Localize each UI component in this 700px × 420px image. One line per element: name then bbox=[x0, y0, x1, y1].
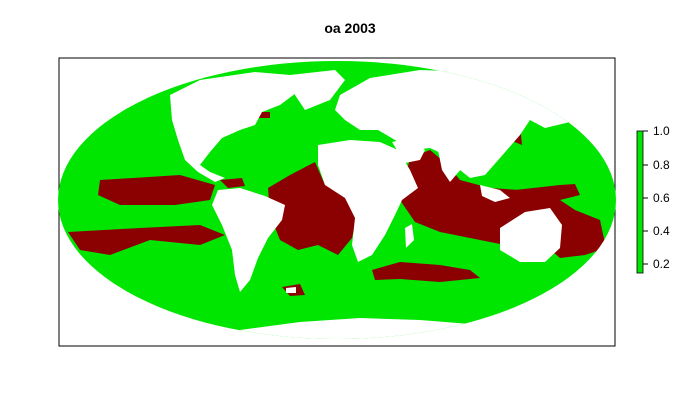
north-atlantic-region bbox=[220, 178, 245, 188]
southeast-asia-islands bbox=[480, 185, 510, 202]
colorbar bbox=[636, 130, 644, 274]
new-zealand bbox=[584, 262, 594, 275]
colorbar-tick-label: 0.2 bbox=[653, 257, 670, 271]
colorbar-tick-label: 0.4 bbox=[653, 224, 670, 238]
madagascar bbox=[405, 224, 414, 248]
indian-ocean-region bbox=[400, 150, 545, 245]
colorbar-tick-label: 1.0 bbox=[653, 124, 670, 138]
west-pacific-region bbox=[515, 184, 606, 258]
north-america bbox=[170, 72, 300, 182]
land-masses bbox=[170, 70, 594, 339]
color-legend bbox=[636, 130, 648, 274]
india bbox=[438, 150, 462, 182]
map-title: oa 2003 bbox=[324, 20, 376, 36]
australia bbox=[500, 208, 562, 262]
south-pacific-region bbox=[68, 225, 225, 255]
southern-indian-region bbox=[372, 262, 480, 282]
greenland bbox=[290, 70, 345, 110]
colorbar-tick-label: 0.8 bbox=[653, 158, 670, 172]
low-value-regions bbox=[68, 112, 606, 296]
falklands-island bbox=[286, 287, 296, 293]
atlantic-africa-region bbox=[268, 162, 358, 255]
central-pacific-region bbox=[98, 175, 215, 205]
africa bbox=[318, 140, 418, 262]
arabia bbox=[392, 138, 425, 163]
south-america bbox=[212, 188, 285, 292]
colorbar-tick-label: 0.6 bbox=[653, 191, 670, 205]
